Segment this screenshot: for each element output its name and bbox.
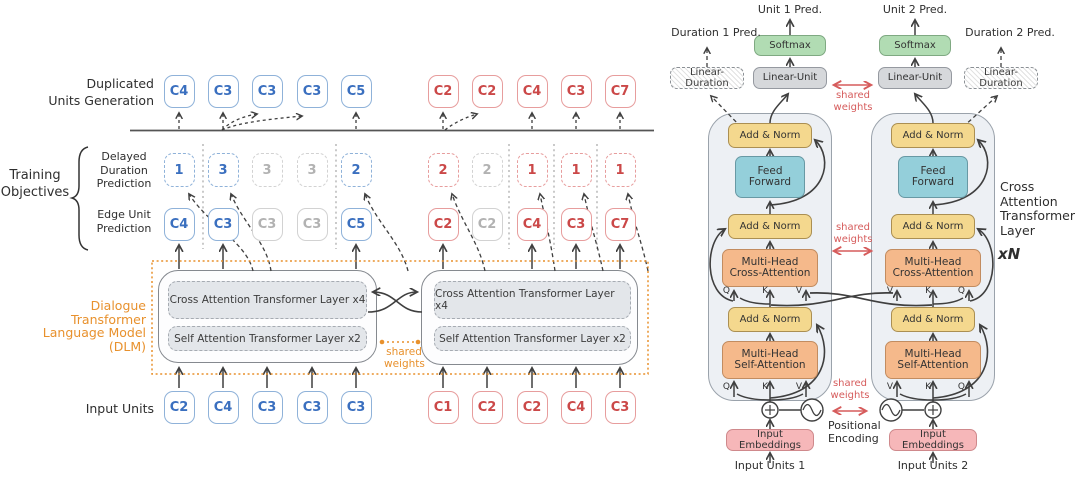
tower-2-multi-head-self-attention: Multi-Head Self-Attention [885,341,981,379]
generated-unit-speaker-2: C7 [604,75,636,108]
duration-target-speaker-1: 3 [296,153,328,187]
tower-2-qkv-label: K [925,286,931,296]
duration-target-speaker-1: 1 [163,153,195,187]
generated-unit-speaker-2: C2 [427,75,459,108]
input-unit-speaker-2: C3 [604,391,636,424]
edge-unit-target-speaker-1: C4 [163,208,195,241]
tower-2-qkv-label: K [925,382,931,392]
tower-2-add-norm-top: Add & Norm [891,123,975,148]
tower-2-linear-duration: Linear-Duration [964,67,1038,89]
edge-unit-target-speaker-1: C3 [251,208,283,241]
input-unit-speaker-2: C2 [516,391,548,424]
tower-1-add-norm-top: Add & Norm [728,123,812,148]
input-units-label: Input Units [85,401,154,416]
edge-unit-target-speaker-2: C3 [560,208,592,241]
duration-target-speaker-2: 1 [604,153,636,187]
edge-unit-target-speaker-2: C2 [471,208,503,241]
tower-2-add-norm-low: Add & Norm [891,307,975,332]
shared-weights-label: shared weights [830,378,870,401]
input-unit-speaker-2: C1 [427,391,459,424]
edge-unit-target-speaker-2: C7 [604,208,636,241]
input-unit-speaker-1: C3 [296,391,328,424]
tower-2-qkv-label: V [886,382,893,392]
duration-target-speaker-2: 2 [471,153,503,187]
tower-2-feed-forward: Feed Forward [898,156,968,198]
cross-attention-layer-speaker-1: Cross Attention Transformer Layer x4 [168,281,367,319]
tower-1-qkv-label: K [762,382,768,392]
edge-unit-target-speaker-2: C2 [427,208,459,241]
generated-unit-speaker-1: C4 [163,75,195,108]
tower-1-softmax: Softmax [754,35,826,56]
input-unit-speaker-1: C2 [163,391,195,424]
tower-1-qkv-label: K [762,286,768,296]
generated-unit-speaker-1: C5 [340,75,372,108]
shared-weights-label: shared weights [833,90,873,113]
generated-unit-speaker-2: C3 [560,75,592,108]
input-unit-speaker-1: C4 [207,391,239,424]
duration-target-speaker-1: 2 [340,153,372,187]
edge-unit-target-speaker-2: C4 [516,208,548,241]
generated-unit-speaker-2: C2 [471,75,503,108]
duration-target-speaker-1: 3 [251,153,283,187]
edge-unit-target-speaker-1: C3 [296,208,328,241]
tower-1-qkv-label: V [795,382,802,392]
tower-2-qkv-label: Q [957,286,965,296]
generation-row-label: Duplicated Units Generation [48,76,154,108]
tower-1-add-norm-low: Add & Norm [728,307,812,332]
duration-target-speaker-2: 2 [427,153,459,187]
input-unit-speaker-1: C3 [251,391,283,424]
edge-unit-target-speaker-1: C5 [340,208,372,241]
tower-1-duration-pred-label: Duration 1 Pred. [671,26,761,39]
input-unit-speaker-2: C4 [560,391,592,424]
tower-1-qkv-label: V [795,286,802,296]
tower-2-input-embeddings: Input Embeddings [889,429,977,451]
tower-1-add-norm-mid: Add & Norm [728,214,812,239]
generated-unit-speaker-1: C3 [207,75,239,108]
tower-2-input-units-label: Input Units 2 [897,459,969,472]
duration-row-label: Delayed Duration Prediction [96,150,152,190]
tower-1-unit-pred-label: Unit 1 Pred. [757,3,823,16]
input-unit-speaker-1: C3 [340,391,372,424]
tower-1-linear-duration: Linear-Duration [670,67,744,89]
dlm-shared-weights-label: shared weights [384,346,425,370]
duration-target-speaker-2: 1 [560,153,592,187]
tower-1-multi-head-self-attention: Multi-Head Self-Attention [722,341,818,379]
tower-2-unit-pred-label: Unit 2 Pred. [882,3,948,16]
tower-2-qkv-label: V [886,286,893,296]
tower-1-input-embeddings: Input Embeddings [726,429,814,451]
generated-unit-speaker-1: C3 [251,75,283,108]
tower-2-softmax: Softmax [879,35,951,56]
cross-attention-transformer-layer-label: Cross Attention Transformer Layer [1000,179,1076,238]
self-attention-layer-speaker-2: Self Attention Transformer Layer x2 [434,326,631,351]
tower-1-qkv-label: Q [722,382,730,392]
generated-unit-speaker-2: C4 [516,75,548,108]
tower-2-linear-unit: Linear-Unit [878,67,952,89]
tower-1-feed-forward: Feed Forward [735,156,805,198]
tower-2-add-norm-mid: Add & Norm [891,214,975,239]
tower-1-qkv-label: Q [722,286,730,296]
duration-target-speaker-1: 3 [207,153,239,187]
input-unit-speaker-2: C2 [471,391,503,424]
training-objectives-label: Training Objectives [0,168,70,200]
tower-1-linear-unit: Linear-Unit [753,67,827,89]
dlm-label: Dialogue Transformer Language Model (DLM… [42,298,146,354]
tower-2-qkv-label: Q [957,382,965,392]
cross-attention-layer-speaker-2: Cross Attention Transformer Layer x4 [434,281,631,319]
layer-repeat-label: xN [998,245,1021,263]
tower-1-input-units-label: Input Units 1 [734,459,806,472]
tower-2-duration-pred-label: Duration 2 Pred. [965,26,1055,39]
tower-1-multi-head-cross-attention: Multi-Head Cross-Attention [722,249,818,287]
edge-row-label: Edge Unit Prediction [96,208,152,235]
positional-encoding-label: Positional Encoding [828,419,881,445]
tower-2-multi-head-cross-attention: Multi-Head Cross-Attention [885,249,981,287]
shared-weights-label: shared weights [833,222,873,245]
generated-unit-speaker-1: C3 [296,75,328,108]
self-attention-layer-speaker-1: Self Attention Transformer Layer x2 [168,326,367,351]
edge-unit-target-speaker-1: C3 [207,208,239,241]
duration-target-speaker-2: 1 [516,153,548,187]
